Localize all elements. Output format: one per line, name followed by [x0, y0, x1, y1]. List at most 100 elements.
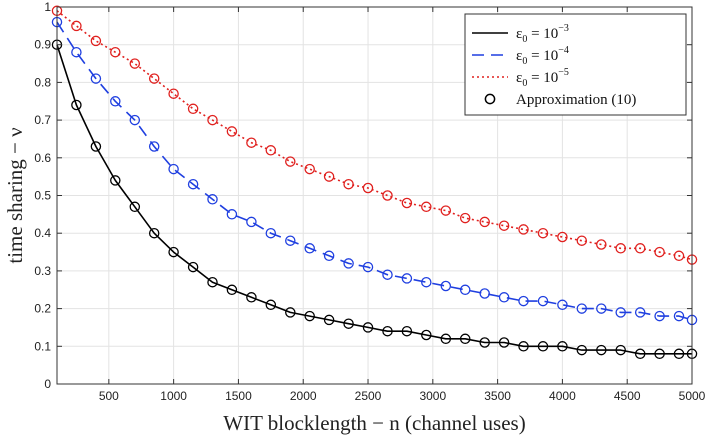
data-point [479, 337, 490, 348]
x-tick-label: 2000 [290, 389, 317, 403]
data-point [343, 318, 354, 329]
legend: ε0 = 10−3ε0 = 10−4ε0 = 10−5 Approximation… [464, 13, 687, 116]
data-point [226, 126, 238, 137]
data-point [382, 190, 393, 201]
x-axis-label: WIT blocklength − n (channel uses) [223, 411, 525, 435]
data-point [401, 325, 413, 337]
data-point [168, 88, 179, 99]
series-line-2 [56, 10, 693, 261]
data-point [479, 216, 490, 228]
data-point [187, 261, 199, 273]
data-point [673, 348, 685, 360]
data-point [537, 227, 549, 239]
x-tick-label: 4000 [549, 389, 576, 403]
y-tick-label: 0.8 [34, 75, 51, 89]
legend-label-2: ε0 = 10−5 [516, 67, 569, 89]
data-point [440, 280, 452, 292]
data-point [71, 46, 82, 58]
data-point [285, 156, 296, 167]
legend-box [464, 13, 687, 116]
y-tick-label: 0.4 [34, 226, 51, 240]
data-point [110, 175, 121, 186]
data-point [401, 197, 413, 209]
y-tick-label: 0.3 [34, 264, 51, 278]
data-point [246, 137, 257, 148]
data-point [362, 261, 374, 273]
data-point [129, 114, 141, 126]
data-point [304, 163, 315, 175]
data-point [265, 145, 277, 156]
data-point [323, 250, 335, 262]
data-point [148, 227, 160, 239]
data-point [498, 220, 510, 231]
data-point [557, 231, 568, 243]
y-tick-label: 0.2 [34, 302, 51, 316]
data-point [110, 96, 121, 107]
data-point [90, 73, 102, 84]
data-point [654, 348, 665, 360]
approximation-markers [51, 5, 698, 360]
data-point [129, 58, 141, 69]
data-point [518, 341, 529, 352]
data-point [557, 341, 568, 352]
data-point [596, 344, 607, 356]
data-point [226, 209, 238, 220]
data-point [148, 73, 160, 84]
data-point [246, 216, 257, 228]
data-point [421, 329, 432, 341]
data-point [323, 171, 335, 182]
data-point [596, 303, 607, 314]
data-point [110, 46, 121, 58]
series-line-1 [56, 21, 693, 321]
data-point [634, 348, 646, 360]
data-point [187, 103, 199, 115]
x-tick-label: 2500 [355, 389, 382, 403]
y-tick-label: 0 [44, 377, 51, 391]
data-point [537, 341, 549, 352]
x-tick-label: 500 [99, 389, 119, 403]
y-tick-label: 0.7 [34, 113, 51, 127]
data-point [168, 163, 179, 175]
data-point [168, 246, 179, 258]
data-point [421, 276, 432, 288]
data-point [187, 178, 199, 190]
series-lines [56, 10, 693, 355]
data-point [90, 35, 102, 47]
data-point [440, 205, 452, 216]
data-point [459, 284, 471, 296]
data-point [576, 344, 588, 356]
legend-label-1: ε0 = 10−4 [516, 45, 569, 67]
data-point [498, 292, 510, 303]
x-tick-label: 4500 [614, 389, 641, 403]
data-point [479, 288, 490, 299]
x-tick-label: 3500 [484, 389, 511, 403]
data-point [673, 250, 685, 262]
data-point [207, 194, 218, 205]
data-point [304, 310, 315, 322]
y-tick-label: 1 [44, 0, 51, 14]
data-point [304, 243, 315, 254]
y-tick-label: 0.9 [34, 38, 51, 52]
data-point [557, 299, 568, 311]
legend-label-0: ε0 = 10−3 [516, 23, 569, 45]
data-point [71, 99, 82, 111]
data-point [440, 333, 452, 345]
data-point [673, 310, 685, 322]
data-point [498, 337, 510, 348]
data-point [246, 292, 257, 303]
data-point [285, 235, 296, 246]
x-tick-label: 5000 [679, 389, 706, 403]
data-point [537, 295, 549, 307]
legend-entries: ε0 = 10−3ε0 = 10−4ε0 = 10−5 Approximation… [472, 23, 636, 108]
data-point [615, 307, 626, 318]
y-tick-label: 0.6 [34, 151, 51, 165]
series-line-0 [56, 44, 692, 355]
x-tick-label: 1000 [160, 389, 187, 403]
y-tick-label: 0.5 [34, 189, 51, 203]
x-tick-label: 1500 [225, 389, 252, 403]
legend-label-approximation: Approximation (10) [516, 92, 636, 108]
data-point [90, 141, 102, 152]
data-point [518, 295, 529, 307]
data-point [323, 314, 335, 326]
